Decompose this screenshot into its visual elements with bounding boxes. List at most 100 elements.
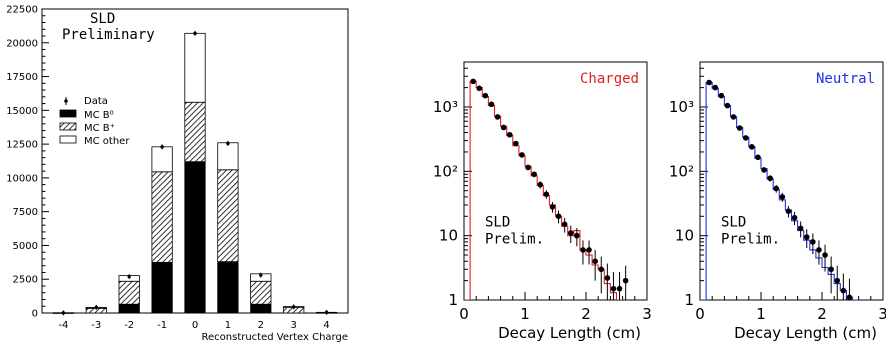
chart1-bar-black (250, 303, 272, 314)
chart3-x-axis-label: Decay Length (cm) (734, 324, 877, 342)
chart3-xtick-label: 3 (878, 305, 886, 323)
chart2-xtick-label: 3 (642, 305, 652, 323)
chart1-xtick-label: 2 (258, 320, 264, 331)
chart3-data-point (724, 102, 731, 109)
chart3-data-point (834, 277, 841, 284)
chart1-bar-white (151, 146, 173, 173)
chart2-data-point (513, 140, 519, 147)
chart2-data-point (604, 275, 611, 281)
chart1-ytick-label: 0 (32, 309, 38, 320)
chart3-xtick-label: 1 (756, 305, 766, 323)
chart3-data-point (767, 175, 773, 182)
chart3-data-point (718, 92, 725, 99)
chart1-data-point (324, 310, 329, 315)
chart1-bar-black (184, 161, 206, 314)
chart2-ytick-label: 10 (439, 227, 458, 245)
chart1-bar-white (184, 32, 206, 103)
chart1-bar-hatched (118, 280, 140, 305)
chart3-data-point (779, 194, 786, 200)
chart2-data-point (622, 277, 629, 284)
chart3-ytick-label: 1 (684, 291, 694, 309)
chart3-xtick-label: 0 (695, 305, 705, 323)
chart3-ytick-label: 10 (675, 227, 694, 245)
chart1-data-point (259, 273, 263, 277)
chart2-data-point (525, 164, 531, 171)
chart1-xtick-label: -4 (58, 320, 68, 331)
chart1-data-point (226, 141, 230, 146)
chart2-xtick-label: 1 (520, 305, 530, 323)
chart1-legend-data-label: Data (84, 96, 108, 107)
chart3-data-point (803, 234, 810, 240)
chart2-data-point (543, 191, 550, 198)
chart3-data-point (797, 225, 804, 232)
chart3-data-point (761, 167, 767, 173)
chart1-data-point (94, 305, 98, 310)
chart1-legend-data-marker (64, 99, 68, 103)
chart2-x-axis-label: Decay Length (cm) (498, 324, 641, 342)
chart2-data-point (574, 232, 580, 239)
chart1-ytick-label: 12500 (6, 140, 38, 151)
chart3-data-point (822, 252, 828, 258)
chart2-data-point (494, 114, 501, 120)
chart1-ytick-label: 5000 (13, 241, 38, 252)
chart2-data-point (476, 85, 483, 92)
chart1-ytick-label: 17500 (6, 72, 38, 83)
chart2-data-point (519, 152, 525, 158)
chart3-frame (699, 61, 884, 301)
chart1-data-point (160, 145, 164, 149)
chart3-data-point (785, 208, 792, 214)
chart1-bar-black (217, 261, 239, 314)
chart1-ytick-label: 20000 (6, 38, 38, 49)
chart3-data-point (846, 294, 853, 301)
chart3-data-point (810, 239, 816, 245)
chart2-annotation-prelim: Prelim. (485, 232, 544, 248)
chart1-annotation-sld: SLD (90, 11, 115, 27)
chart1-xtick-label: 4 (323, 320, 329, 331)
chart2-data-point (488, 101, 495, 108)
chart2-data-point (561, 221, 568, 228)
chart1-xtick-label: -1 (157, 320, 167, 331)
chart2-data-point (549, 204, 556, 210)
chart3-annotation-prelim: Prelim. (721, 232, 780, 248)
chart3-data-point (730, 114, 737, 120)
chart1-bar-black (151, 261, 173, 314)
chart3-data-point (791, 214, 798, 221)
chart1-legend-swatch (59, 122, 77, 131)
chart1-data-point (127, 274, 131, 279)
chart1-legend-swatch (59, 109, 77, 118)
chart2-title: Charged (580, 71, 639, 87)
chart1-ytick-label: 22500 (6, 5, 38, 16)
chart2-data-point (610, 285, 617, 292)
chart3-data-point (712, 84, 719, 91)
chart2-data-point (470, 78, 476, 85)
chart1-ytick-label: 7500 (13, 207, 38, 218)
chart3-data-point (773, 185, 780, 192)
chart2-xtick-label: 2 (581, 305, 591, 323)
chart2-data-point (555, 213, 562, 220)
chart2-ytick-label: 10² (433, 162, 458, 180)
chart3-data-point (840, 287, 847, 294)
chart1-data-point (61, 311, 66, 315)
chart1-legend-label: MC B⁰ (84, 110, 114, 121)
chart3-annotation-sld: SLD (721, 214, 746, 230)
chart1-x-axis-label: Reconstructed Vertex Charge (202, 332, 349, 343)
chart2-data-point (580, 247, 586, 253)
chart2-frame (463, 61, 648, 301)
chart3-xtick-label: 2 (817, 305, 827, 323)
chart3-mc-histogram (700, 81, 859, 300)
chart3-ytick-label: 10³ (669, 98, 694, 116)
chart3-data-point (736, 125, 743, 131)
chart2-ytick-label: 1 (448, 291, 458, 309)
chart2-data-point (616, 285, 623, 292)
chart1-legend-label: MC other (84, 136, 130, 147)
chart2-data-point (482, 92, 489, 99)
chart1-xtick-label: 1 (225, 320, 231, 331)
chart2-annotation-sld: SLD (485, 214, 510, 230)
chart1-annotation-preliminary: Preliminary (62, 27, 155, 43)
chart1-bar-white (217, 142, 239, 171)
chart1-ytick-label: 2500 (13, 275, 38, 286)
chart2-data-point (531, 171, 537, 178)
chart1-ytick-label: 10000 (6, 173, 38, 184)
chart2-mc-histogram (464, 80, 623, 300)
